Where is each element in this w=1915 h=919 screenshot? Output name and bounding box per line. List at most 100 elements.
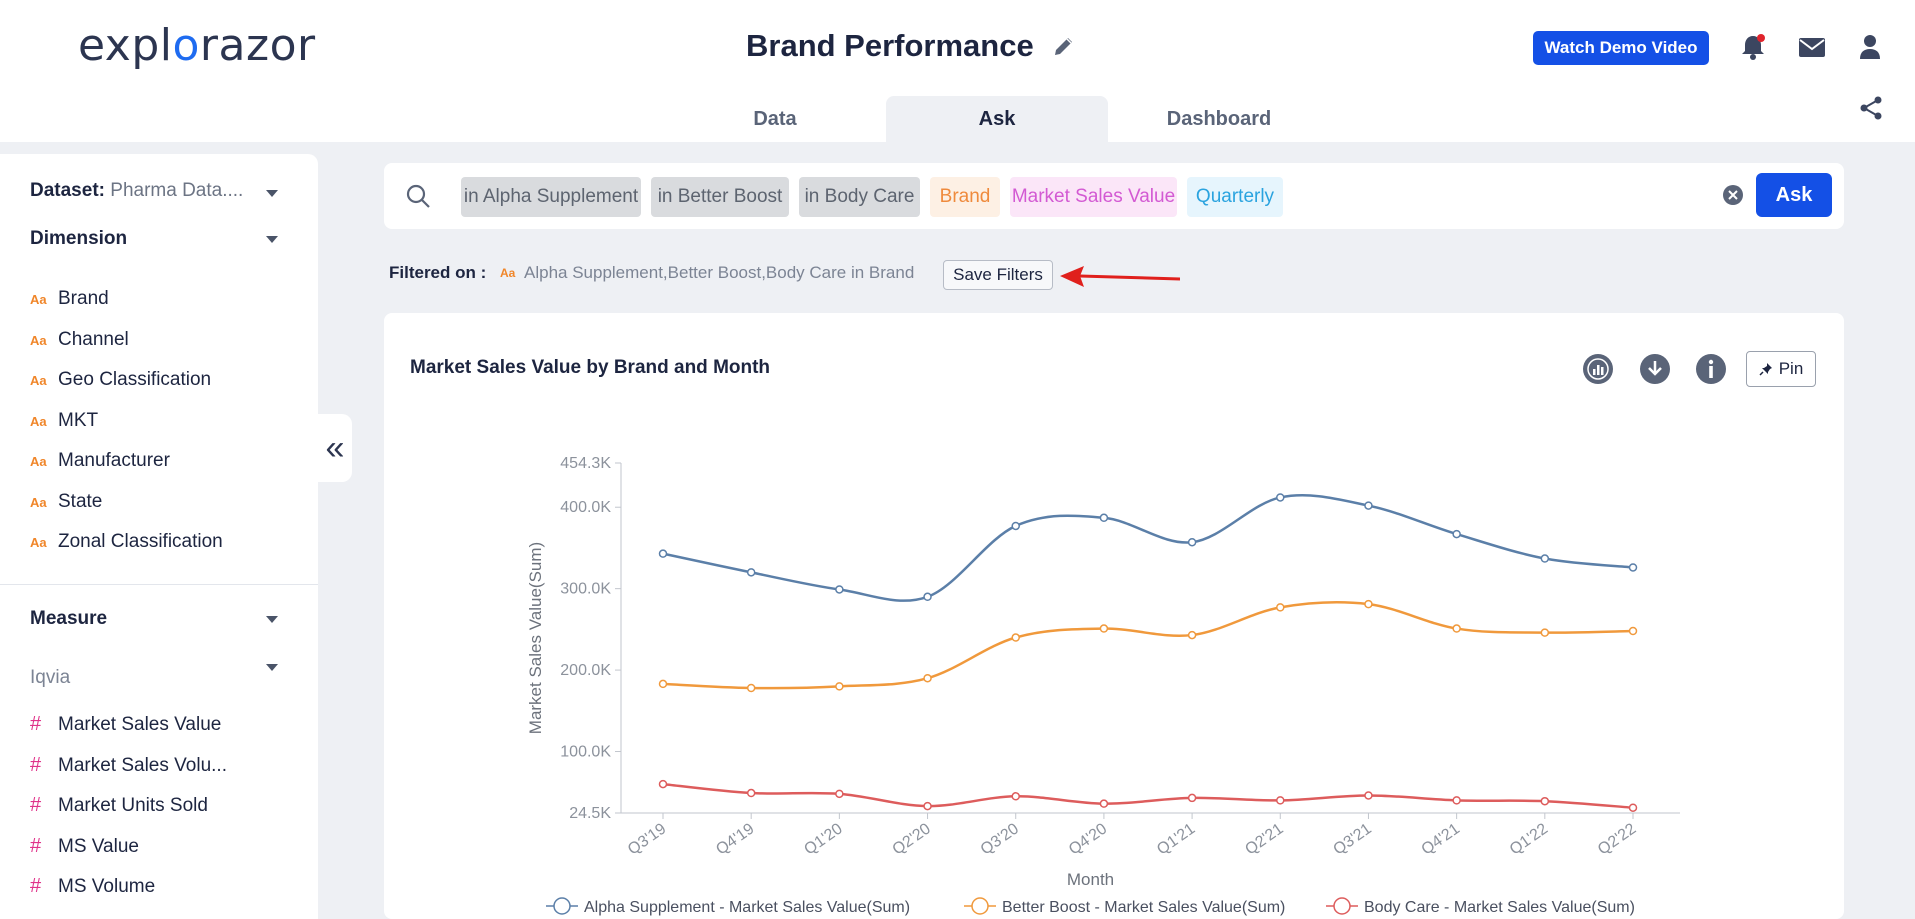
text-type-icon: Aa: [30, 332, 47, 348]
dimension-label: Geo Classification: [58, 369, 212, 390]
collapse-sidebar-button[interactable]: «: [318, 414, 352, 482]
data-point: [1364, 791, 1373, 800]
text-type-icon: Aa: [30, 291, 47, 307]
dimension-item-state[interactable]: Aa State: [30, 491, 102, 513]
dimension-chip[interactable]: Brand: [930, 177, 1000, 217]
data-point: [923, 673, 932, 683]
y-tick-label: 300.0K: [560, 581, 611, 598]
sidebar-divider: [0, 584, 318, 585]
double-chevron-left-icon: «: [325, 428, 345, 467]
x-tick-label: Q1'20: [801, 820, 845, 858]
x-tick-label: Q2'21: [1242, 820, 1286, 858]
measure-item-market-sales-value[interactable]: # Market Sales Value: [30, 713, 221, 736]
series-line-1: [662, 601, 1634, 690]
active-filter: Aa Alpha Supplement,Better Boost,Body Ca…: [500, 263, 914, 283]
data-point: [1187, 537, 1197, 547]
measure-section-title[interactable]: Measure: [30, 608, 108, 629]
measure-label: MS Volume: [58, 875, 156, 897]
dataset-selector[interactable]: Dataset: Pharma Data....: [30, 180, 243, 202]
filters-label: Filtered on :: [389, 263, 487, 282]
pin-button[interactable]: Pin: [1746, 351, 1816, 387]
y-axis-title: Market Sales Value(Sum): [526, 542, 545, 734]
dimension-label: MKT: [58, 410, 99, 431]
dimension-item-mkt[interactable]: Aa MKT: [30, 410, 98, 432]
x-tick-label: Q3'20: [978, 820, 1022, 858]
data-point: [1011, 521, 1020, 531]
main-tabs: Data Ask Dashboard: [664, 96, 1330, 142]
data-point: [1540, 554, 1550, 563]
app-logo[interactable]: explorazor: [78, 20, 316, 71]
edit-pencil-icon[interactable]: [1052, 34, 1076, 58]
data-point: [1011, 792, 1020, 801]
dimension-item-channel[interactable]: Aa Channel: [30, 329, 129, 351]
mail-icon[interactable]: [1797, 32, 1827, 62]
data-point: [1628, 563, 1638, 572]
measure-collapse-icon[interactable]: [266, 616, 278, 623]
text-type-icon: Aa: [30, 494, 47, 510]
time-chip[interactable]: Quarterly: [1187, 177, 1283, 217]
ask-button[interactable]: Ask: [1756, 173, 1832, 217]
measure-label: MS Value: [58, 835, 139, 857]
download-icon[interactable]: [1639, 353, 1671, 385]
measure-item-market-units-sold[interactable]: # Market Units Sold: [30, 794, 208, 817]
numeric-type-icon: #: [30, 713, 42, 735]
dataset-value: Pharma Data....: [110, 180, 244, 201]
tab-data[interactable]: Data: [753, 107, 797, 130]
data-point: [658, 549, 668, 558]
filter-chip[interactable]: in Alpha Supplement: [461, 177, 641, 217]
data-point: [658, 779, 668, 789]
text-type-icon: Aa: [30, 534, 47, 550]
y-tick-label: 400.0K: [560, 499, 611, 516]
share-icon[interactable]: [1858, 95, 1884, 121]
dimension-section-title[interactable]: Dimension: [30, 228, 128, 249]
measure-item-ms-value[interactable]: # MS Value: [30, 835, 139, 858]
line-chart: 24.5K 100.0K 200.0K 300.0K 400.0K 454.3K Q3'19…: [526, 455, 1680, 916]
legend-marker: [553, 897, 571, 915]
info-icon[interactable]: [1695, 353, 1727, 385]
legend-marker: [971, 897, 989, 915]
dimension-item-manufacturer[interactable]: Aa Manufacturer: [30, 450, 170, 472]
chart-type-switch-icon[interactable]: [1582, 353, 1614, 385]
text-type-icon: Aa: [30, 372, 47, 388]
dataset-dropdown-icon[interactable]: [266, 190, 278, 197]
measure-item-market-sales-volume[interactable]: # Market Sales Volu...: [30, 754, 227, 777]
measure-group-title[interactable]: Iqvia: [30, 667, 71, 688]
notification-bell-icon[interactable]: [1738, 32, 1768, 62]
measure-group-collapse-icon[interactable]: [266, 664, 278, 671]
dimension-collapse-icon[interactable]: [266, 236, 278, 243]
ask-search-bar[interactable]: in Alpha Supplement in Better Boost in B…: [384, 163, 1844, 229]
dimension-label: State: [58, 491, 103, 512]
tab-dashboard[interactable]: Dashboard: [1166, 107, 1272, 130]
dimension-label: Brand: [58, 288, 109, 309]
numeric-type-icon: #: [30, 754, 42, 776]
search-icon: [406, 184, 430, 208]
data-point: [1187, 630, 1197, 640]
tab-ask[interactable]: Ask: [886, 96, 1108, 142]
x-tick-label: Q3'21: [1330, 820, 1374, 858]
save-filters-button[interactable]: Save Filters: [943, 260, 1053, 290]
watch-demo-button[interactable]: Watch Demo Video: [1533, 31, 1709, 65]
measure-item-ms-volume[interactable]: # MS Volume: [30, 875, 155, 898]
data-point: [1276, 796, 1285, 805]
data-point: [835, 789, 844, 799]
chart-card: Market Sales Value by Brand and Month Pi…: [384, 313, 1844, 919]
user-profile-icon[interactable]: [1855, 32, 1885, 62]
clear-search-icon[interactable]: [1722, 184, 1744, 206]
dimension-item-geo-classification[interactable]: Aa Geo Classification: [30, 369, 211, 391]
dimension-item-zonal-classification[interactable]: Aa Zonal Classification: [30, 531, 223, 553]
data-point: [746, 788, 756, 798]
y-tick-label: 454.3K: [560, 455, 611, 472]
x-tick-label: Q3'19: [625, 820, 669, 858]
filter-chip[interactable]: in Body Care: [799, 177, 920, 217]
data-point: [835, 585, 844, 594]
filter-chip[interactable]: in Better Boost: [651, 177, 789, 217]
x-tick-label: Q1'22: [1507, 820, 1551, 858]
measure-chip[interactable]: Market Sales Value: [1010, 177, 1177, 217]
y-tick-label: 200.0K: [560, 662, 611, 679]
data-point: [1099, 513, 1109, 523]
dimension-item-brand[interactable]: Aa Brand: [30, 288, 109, 310]
measure-label: Market Sales Volu...: [58, 754, 227, 776]
legend-marker: [1333, 897, 1351, 915]
y-tick-label: 100.0K: [560, 744, 611, 761]
numeric-type-icon: #: [30, 794, 42, 816]
